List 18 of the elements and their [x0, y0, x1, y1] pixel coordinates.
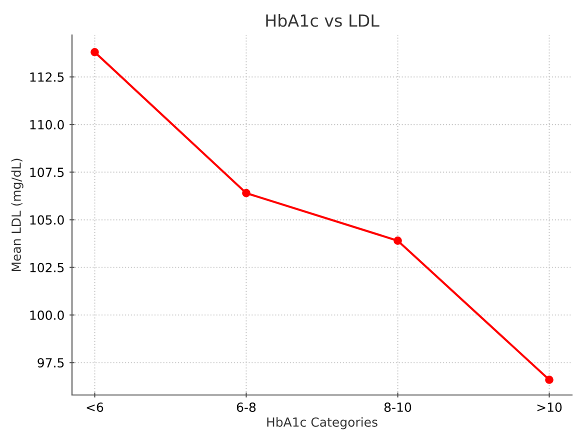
y-tick-label: 102.5 — [30, 262, 64, 272]
y-tick-label: 107.5 — [30, 168, 64, 178]
chart-title: HbA1c vs LDL — [266, 14, 380, 27]
x-axis-title: HbA1c Categories — [267, 417, 378, 430]
x-tick-label: 8-10 — [384, 402, 412, 412]
x-tick-label: 6-8 — [236, 402, 256, 412]
x-tick-label: <6 — [86, 402, 104, 412]
point — [242, 188, 250, 198]
y-tick-label: 112.5 — [30, 72, 64, 82]
y-axis-title: Mean LDL (mg/dL) — [11, 158, 24, 272]
y-tick-label: 110.0 — [30, 120, 64, 130]
point — [394, 236, 402, 245]
x-tick-label: >10 — [537, 402, 562, 412]
y-tick-label: 97.5 — [38, 358, 64, 368]
y-tick-label: 105.0 — [30, 215, 64, 225]
y-tick-label: 100.0 — [30, 310, 64, 320]
point — [545, 376, 554, 384]
point — [90, 48, 99, 56]
